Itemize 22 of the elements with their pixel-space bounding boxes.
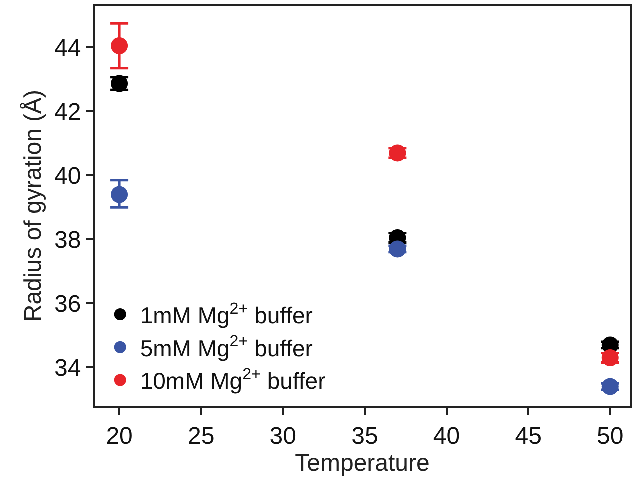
x-tick-label: 25 xyxy=(188,422,215,450)
x-tick-label: 50 xyxy=(597,422,624,450)
y-tick-label: 42 xyxy=(54,99,82,126)
y-axis-title: Radius of gyration (Å) xyxy=(20,90,48,322)
y-tick-label: 36 xyxy=(54,291,82,318)
point xyxy=(602,378,619,396)
y-tick-label: 40 xyxy=(54,163,82,190)
y-tick-label: 34 xyxy=(54,355,82,382)
x-tick-label: 40 xyxy=(433,422,460,450)
x-tick-label: 45 xyxy=(515,422,542,450)
x-tick-label: 30 xyxy=(270,422,296,450)
y-tick-label: 38 xyxy=(54,227,82,254)
x-tick-label: 20 xyxy=(106,422,133,450)
point xyxy=(389,240,406,258)
point xyxy=(111,186,128,204)
legend-label: 10mM Mg$^{2+}$ buffer xyxy=(140,366,326,394)
x-tick-label: 35 xyxy=(352,422,378,450)
point xyxy=(111,38,128,54)
x-axis-title: Temperature xyxy=(295,450,430,477)
y-tick-label: 44 xyxy=(54,35,82,62)
legend-label: 5mM Mg$^{2+}$ buffer xyxy=(140,332,314,362)
legend-label: 1mM Mg$^{2+}$ buffer xyxy=(140,300,314,328)
